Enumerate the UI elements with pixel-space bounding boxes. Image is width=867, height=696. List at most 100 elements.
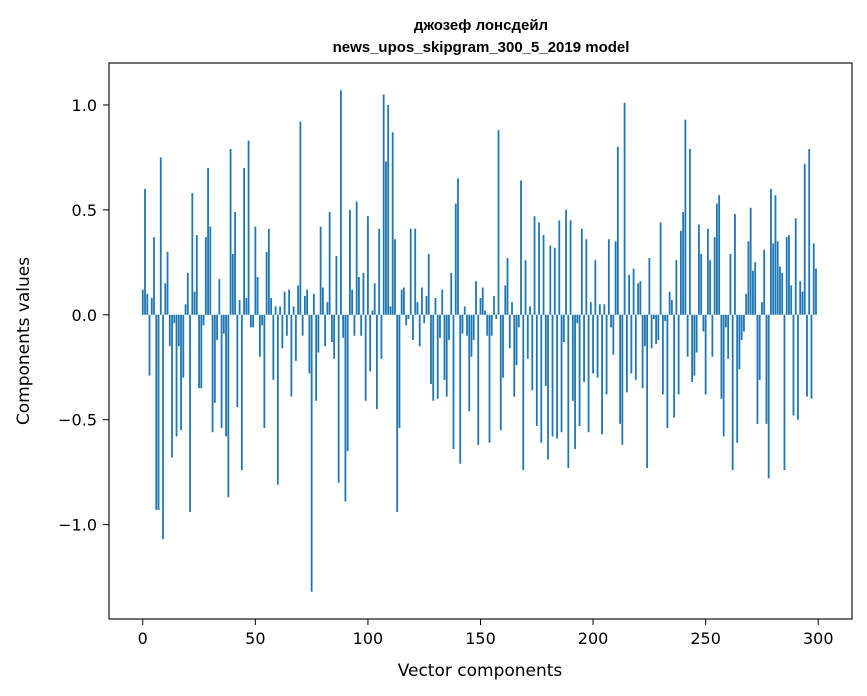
bar-22	[191, 193, 194, 315]
bar-208	[610, 314, 612, 328]
bar-42	[236, 314, 239, 408]
bar-102	[371, 310, 374, 315]
bar-30	[209, 226, 212, 315]
bar-141	[459, 314, 462, 464]
bar-269	[747, 241, 750, 315]
bar-234	[668, 291, 671, 315]
bar-264	[736, 314, 739, 443]
bar-4	[150, 297, 153, 315]
bar-13	[171, 314, 173, 458]
bar-255	[716, 203, 718, 315]
bar-56	[267, 228, 270, 315]
x-tick-label: 50	[245, 629, 265, 648]
bar-139	[454, 203, 457, 315]
bar-60	[276, 314, 279, 485]
bar-26	[200, 314, 203, 389]
bar-204	[601, 314, 603, 435]
bar-241	[684, 119, 687, 315]
bar-47	[247, 140, 250, 315]
bar-90	[344, 314, 347, 502]
bar-46	[245, 297, 248, 315]
bar-217	[630, 314, 633, 374]
bar-250	[704, 314, 707, 395]
bar-183	[553, 247, 556, 315]
bar-289	[792, 314, 795, 416]
bar-119	[409, 228, 412, 315]
bar-261	[729, 253, 732, 315]
bar-49	[252, 314, 254, 328]
bar-286	[785, 237, 788, 315]
bar-238	[677, 314, 680, 395]
bar-244	[691, 314, 694, 382]
bar-230	[659, 222, 662, 315]
bar-116	[403, 287, 405, 315]
bar-201	[594, 260, 597, 315]
bar-209	[612, 314, 615, 355]
bar-76	[312, 293, 315, 315]
bar-206	[605, 314, 608, 395]
bar-242	[686, 314, 689, 357]
bar-216	[628, 274, 630, 315]
bar-142	[461, 314, 464, 334]
bar-112	[394, 239, 396, 315]
bar-224	[646, 314, 649, 468]
bar-17	[180, 314, 182, 431]
bar-275	[761, 302, 763, 315]
bar-121	[414, 228, 417, 315]
bar-248	[700, 253, 703, 315]
x-tick-label: 250	[690, 629, 721, 648]
bar-240	[682, 211, 685, 315]
bar-195	[580, 228, 583, 315]
bar-194	[578, 314, 581, 426]
y-tick-label: 1.0	[72, 96, 97, 115]
x-tick-label: 100	[353, 629, 384, 648]
bar-137	[450, 272, 453, 315]
bar-274	[758, 314, 761, 380]
bar-14	[173, 314, 176, 324]
bar-165	[513, 314, 516, 397]
x-tick-label: 200	[578, 629, 609, 648]
bar-51	[256, 277, 259, 315]
bar-79	[319, 226, 322, 315]
bar-232	[664, 314, 667, 322]
bar-197	[585, 239, 588, 315]
bar-19	[184, 304, 187, 315]
bar-124	[421, 287, 423, 315]
bar-145	[468, 314, 471, 412]
bar-68	[294, 314, 297, 361]
bar-72	[303, 295, 306, 315]
bar-100	[367, 216, 369, 315]
bar-287	[788, 235, 790, 315]
bar-225	[648, 258, 651, 315]
bar-253	[711, 314, 714, 357]
bar-236	[673, 314, 676, 418]
bar-33	[216, 314, 218, 340]
bar-0	[141, 289, 144, 315]
bar-193	[576, 314, 579, 324]
bar-64	[285, 314, 288, 336]
bar-29	[207, 167, 209, 315]
bar-15	[175, 314, 178, 437]
bar-130	[434, 297, 437, 315]
bar-243	[688, 149, 691, 315]
bar-53	[261, 314, 263, 326]
bar-198	[587, 314, 590, 433]
bar-118	[407, 314, 410, 319]
bar-106	[380, 314, 383, 359]
bar-108	[385, 161, 387, 315]
bar-107	[382, 94, 385, 315]
bar-16	[177, 314, 180, 347]
bar-296	[808, 149, 811, 315]
bar-126	[425, 295, 428, 315]
x-tick-label: 0	[138, 629, 148, 648]
bar-52	[258, 314, 261, 357]
bar-187	[562, 314, 565, 343]
bar-61	[279, 306, 282, 315]
bar-161	[504, 285, 507, 315]
bar-188	[565, 209, 567, 315]
bar-259	[725, 314, 727, 328]
bar-28	[204, 237, 207, 315]
bar-271	[752, 270, 754, 315]
bar-235	[670, 300, 673, 315]
bar-34	[218, 279, 221, 315]
